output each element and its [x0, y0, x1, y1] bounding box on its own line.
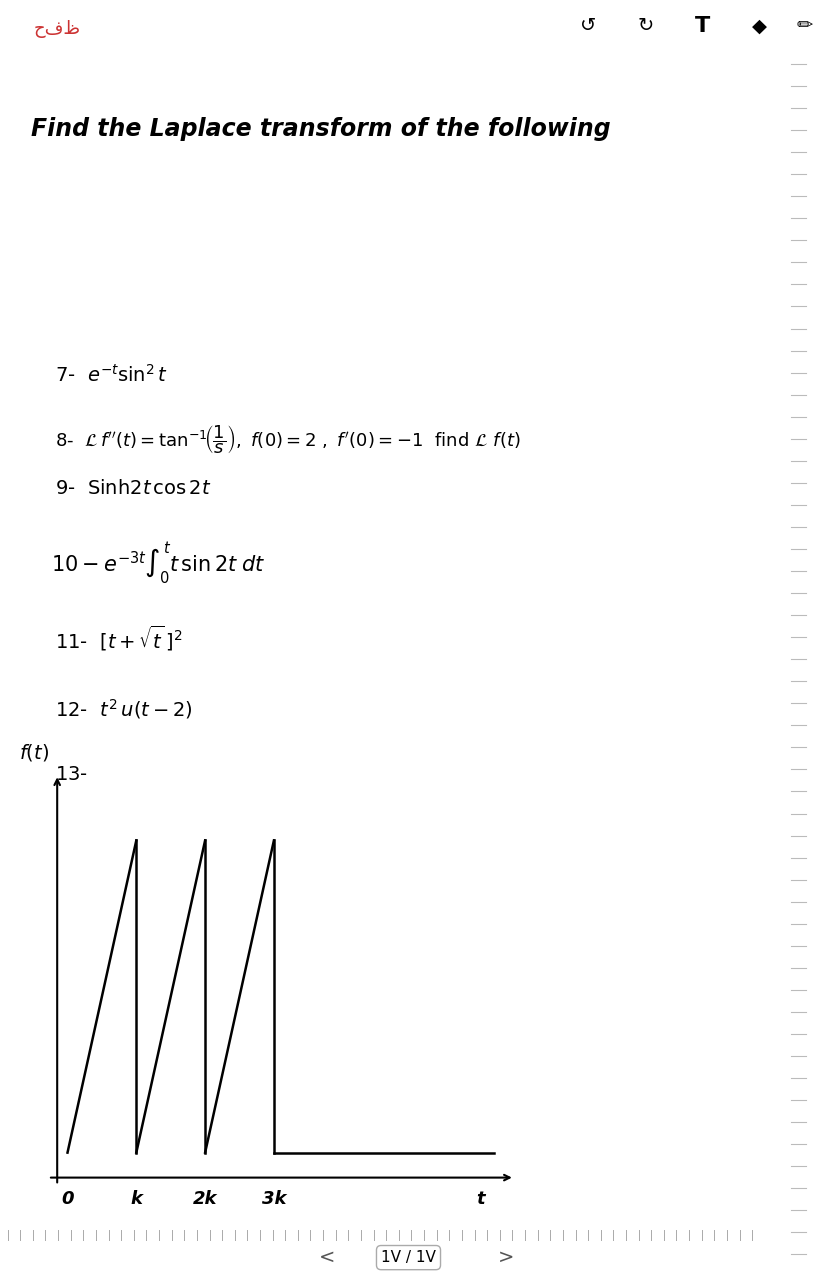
- Text: $f(t)$: $f(t)$: [20, 742, 49, 763]
- Text: k: k: [130, 1190, 142, 1208]
- Text: ◆: ◆: [752, 17, 767, 36]
- Text: $11\text{-}\ \ [t+\sqrt{t}\,]^2$: $11\text{-}\ \ [t+\sqrt{t}\,]^2$: [55, 623, 182, 653]
- Text: >: >: [498, 1248, 515, 1267]
- Text: ↻: ↻: [637, 17, 654, 36]
- Text: Find the Laplace transform of the following: Find the Laplace transform of the follow…: [31, 116, 611, 141]
- Text: 0: 0: [61, 1190, 74, 1208]
- Text: $10 - e^{-3t}\int_0^t t\,\sin 2t\; dt$: $10 - e^{-3t}\int_0^t t\,\sin 2t\; dt$: [51, 541, 265, 588]
- Text: T: T: [695, 15, 710, 36]
- Text: $9\text{-}\ \ \text{Sinh}2t\,\cos 2t$: $9\text{-}\ \ \text{Sinh}2t\,\cos 2t$: [55, 479, 211, 498]
- Text: $8\text{-}\ \ \mathcal{L}\,f^{\prime\prime}(t) = \tan^{-1}\!\!\left(\dfrac{1}{s}: $8\text{-}\ \ \mathcal{L}\,f^{\prime\pri…: [55, 424, 520, 456]
- Text: ✏: ✏: [797, 17, 813, 36]
- Text: <: <: [319, 1248, 335, 1267]
- Text: 3k: 3k: [261, 1190, 286, 1208]
- Text: $7\text{-}\ \ e^{-t}\sin^2 t$: $7\text{-}\ \ e^{-t}\sin^2 t$: [55, 365, 167, 387]
- Text: 1V / 1V: 1V / 1V: [381, 1251, 436, 1265]
- Text: ↺: ↺: [580, 17, 596, 36]
- Text: t: t: [476, 1190, 484, 1208]
- Text: $13\text{-}$: $13\text{-}$: [55, 764, 87, 783]
- Text: $12\text{-}\ \ t^2\,u(t-2)$: $12\text{-}\ \ t^2\,u(t-2)$: [55, 698, 193, 722]
- Text: حفظ: حفظ: [33, 19, 81, 38]
- Text: 2k: 2k: [193, 1190, 217, 1208]
